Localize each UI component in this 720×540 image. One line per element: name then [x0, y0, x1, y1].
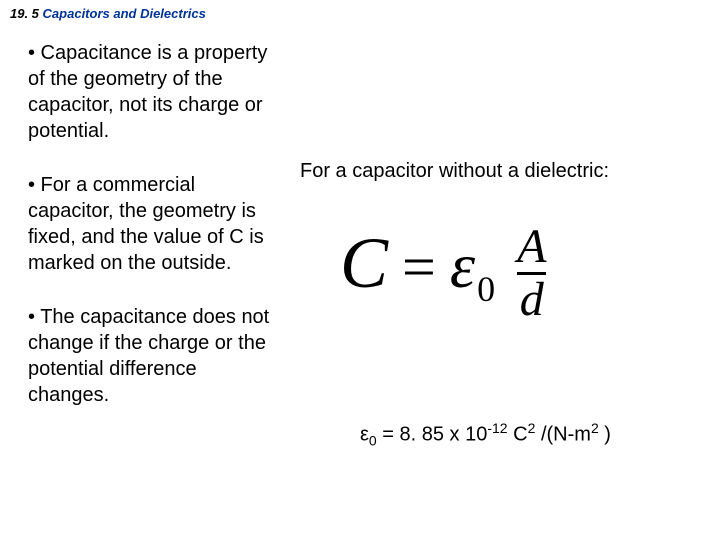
formula-numerator: A [517, 224, 546, 270]
section-header: 19. 5 Capacitors and Dielectrics [10, 6, 206, 21]
const-epsilon: ε [360, 424, 369, 446]
const-tail1: /(N-m [535, 424, 591, 446]
section-title: Capacitors and Dielectrics [43, 6, 206, 21]
formula-sub0: 0 [475, 269, 495, 309]
const-eq: = 8. 85 x 10 [377, 424, 488, 446]
formula-epsilon: ε [450, 230, 475, 301]
formula-denominator: d [517, 277, 546, 323]
capacitance-formula: C = ε0 A d [340, 222, 546, 323]
formula-fraction: A d [517, 224, 546, 322]
bullet-3: • The capacitance does not change if the… [28, 304, 278, 408]
const-tail2: ) [599, 424, 611, 446]
left-column: • Capacitance is a property of the geome… [28, 40, 278, 436]
formula-equals: = [392, 234, 446, 300]
formula-caption: For a capacitor without a dielectric: [300, 160, 700, 183]
const-exp1: -12 [487, 420, 507, 436]
const-exp3: 2 [591, 420, 599, 436]
formula-lhs: C [340, 223, 388, 303]
bullet-1: • Capacitance is a property of the geome… [28, 40, 278, 144]
section-number: 19. 5 [10, 6, 39, 21]
const-mid: C [508, 424, 528, 446]
epsilon-constant: ε0 = 8. 85 x 10-12 C2 /(N-m2 ) [360, 420, 611, 449]
right-column: For a capacitor without a dielectric: [300, 160, 700, 183]
const-sub0: 0 [369, 433, 377, 449]
bullet-2: • For a commercial capacitor, the geomet… [28, 172, 278, 276]
